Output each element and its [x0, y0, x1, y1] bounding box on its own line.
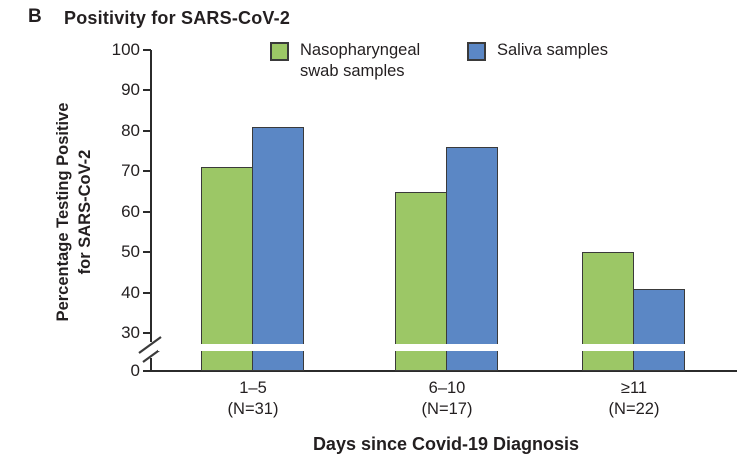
y-axis-title-line: Percentage Testing Positive [54, 102, 72, 322]
y-tick [143, 291, 151, 294]
bar-saliva-group1 [252, 126, 304, 371]
y-tick [143, 170, 151, 173]
x-category-n: (N=31) [227, 400, 279, 418]
legend-label-line: Nasopharyngeal [300, 41, 421, 59]
y-tick-label: 90 [121, 80, 140, 100]
x-category-n: (N=22) [608, 400, 660, 418]
y-tick [143, 370, 151, 372]
panel-letter: B [28, 6, 42, 27]
axis-break-band [158, 344, 738, 351]
bar-saliva-group3 [633, 288, 685, 371]
x-category-label: 1–5 (N=31) [188, 378, 318, 420]
y-tick-label: 80 [121, 120, 140, 140]
x-category-label: 6–10 (N=17) [382, 378, 512, 420]
y-axis-line [150, 50, 152, 372]
bar-nasopharyngeal-group2 [395, 191, 447, 371]
y-tick [143, 129, 151, 132]
legend-label-line: swab samples [300, 62, 405, 80]
x-category-n: (N=17) [421, 400, 473, 418]
bar-saliva-group2 [446, 147, 498, 371]
y-tick-label: 60 [121, 201, 140, 221]
legend-swatch-nasopharyngeal-icon [270, 42, 289, 61]
bar-nasopharyngeal-group3 [582, 252, 634, 371]
y-tick [143, 89, 151, 92]
x-category-range: 6–10 [428, 379, 466, 397]
x-category-range: ≥11 [620, 379, 648, 397]
bar-nasopharyngeal-group1 [201, 167, 253, 371]
x-category-label: ≥11 (N=22) [569, 378, 699, 420]
y-tick [143, 332, 151, 334]
y-tick-label: 40 [121, 282, 140, 302]
panel-title: Positivity for SARS-CoV-2 [64, 8, 291, 28]
y-tick [143, 251, 151, 254]
y-tick-label: 70 [121, 161, 140, 181]
legend-label-nasopharyngeal: Nasopharyngeal swab samples [300, 40, 420, 82]
y-tick [143, 49, 151, 51]
y-tick-label: 50 [121, 242, 140, 262]
x-category-range: 1–5 [239, 379, 267, 397]
y-tick-label: 0 [130, 361, 140, 380]
x-axis-line [150, 370, 737, 372]
legend-label-saliva: Saliva samples [497, 40, 608, 61]
y-tick [143, 210, 151, 213]
x-axis-title: Days since Covid-19 Diagnosis [312, 434, 580, 454]
y-tick-label: 30 [121, 323, 140, 342]
legend-swatch-saliva-icon [467, 42, 486, 61]
legend-label-line: Saliva samples [497, 41, 608, 59]
y-tick-label: 100 [111, 40, 140, 59]
